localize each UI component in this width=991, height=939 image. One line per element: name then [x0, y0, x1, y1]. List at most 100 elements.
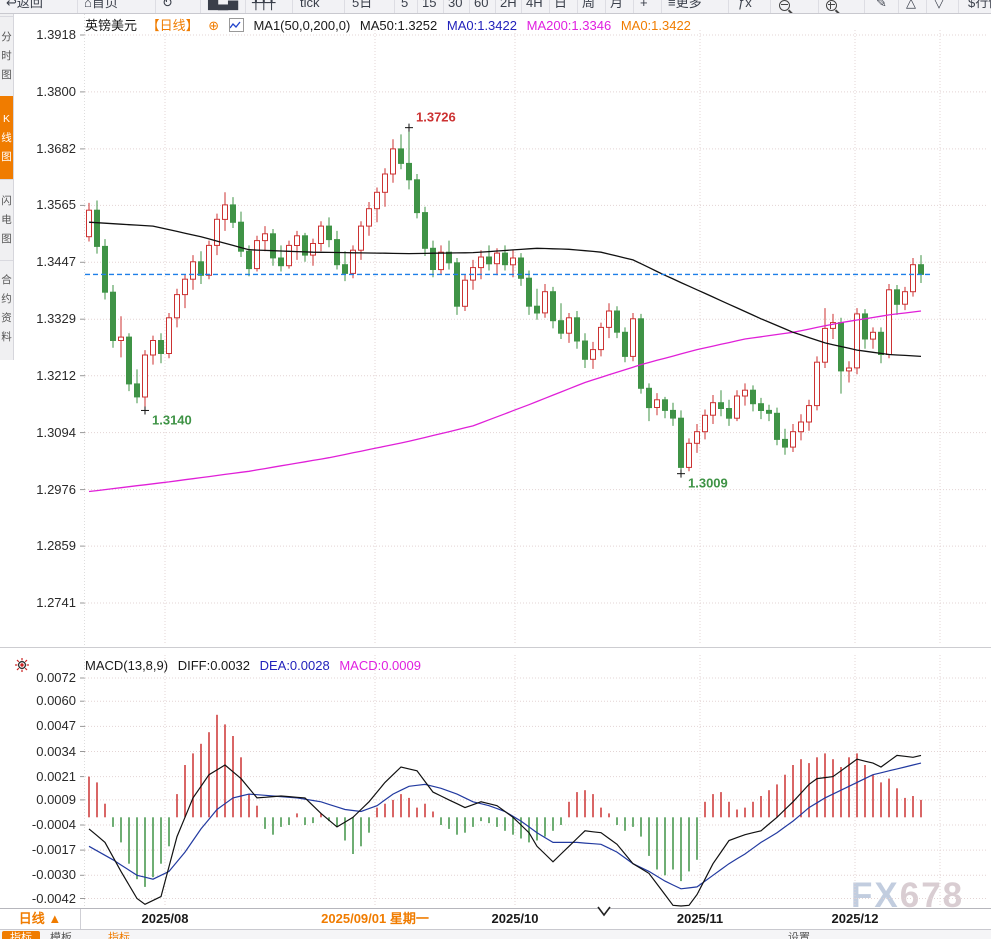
- sidebar-tab-active[interactable]: K线图: [0, 96, 13, 179]
- macd-legend: MACD(13,8,9) DIFF:0.0032 DEA:0.0028 MACD…: [85, 658, 427, 673]
- indicator-settings-icon[interactable]: [14, 657, 30, 678]
- tick-period-button[interactable]: tick: [300, 0, 320, 10]
- ma200-line: [88, 310, 922, 493]
- price-tick-label: 1.3447: [36, 254, 76, 270]
- bar-chart-type-button[interactable]: ▆▃▅: [208, 0, 238, 10]
- top-toolbar: ↩返回 ⌂首页 ↻ ▆▃▅ ╀╀╀ tick 5日 5 15 30 60 2H 4H 日 周 月 + ≡更多 ƒx ✎…: [0, 0, 991, 14]
- toolbar-separator: [864, 0, 865, 13]
- macd-tick-label: 0.0034: [36, 743, 76, 759]
- period-5m-button[interactable]: 5: [401, 0, 409, 10]
- chart-type-sidebar: 分时图 K线图 闪电图 合约资料: [0, 13, 14, 360]
- zoom-in-button[interactable]: [826, 0, 837, 13]
- period-day-button[interactable]: 日: [554, 0, 568, 10]
- period-title: 【日线】: [146, 18, 199, 33]
- diff-line: [88, 754, 922, 907]
- toolbar-separator: [728, 0, 729, 13]
- macd-tick-label: 0.0060: [36, 693, 76, 709]
- toolbar-separator: [155, 0, 156, 13]
- ma0-blue-value: MA0:1.3422: [446, 18, 517, 33]
- macd-tick-label: 0.0021: [36, 768, 76, 784]
- refresh-button[interactable]: ↻: [162, 0, 173, 10]
- price-tick-label: 1.3918: [36, 27, 76, 42]
- time-axis-row: 日线 ▲ 2025/08 2025/09/01 星期一 2025/10 2025/11…: [0, 906, 991, 930]
- sidebar-tab-item[interactable]: 分时图: [0, 16, 13, 96]
- bottom-tab[interactable]: 指标: [108, 932, 130, 939]
- period-15m-button[interactable]: 15: [422, 0, 437, 10]
- period-5d-button[interactable]: 5日: [352, 0, 373, 10]
- price-tick-label: 1.3212: [36, 367, 76, 383]
- home-button[interactable]: ⌂首页: [84, 0, 118, 10]
- period-30m-button[interactable]: 30: [448, 0, 463, 10]
- mini-chart-icon[interactable]: [228, 18, 244, 32]
- toolbar-separator: [605, 0, 606, 13]
- back-button[interactable]: ↩返回: [6, 0, 43, 10]
- date-label: 2025/08: [141, 911, 189, 926]
- toolbar-separator: [958, 0, 959, 13]
- add-period-button[interactable]: +: [640, 0, 648, 10]
- toolbar-separator: [344, 0, 345, 13]
- price-tick-label: 1.2741: [36, 595, 76, 610]
- expand-icon[interactable]: ⊕: [208, 18, 220, 33]
- svg-text:1.3009: 1.3009: [688, 476, 728, 491]
- svg-text:1.3140: 1.3140: [152, 412, 192, 427]
- macd-tick-label: -0.0017: [31, 842, 76, 858]
- toolbar-separator: [818, 0, 819, 13]
- period-60m-button[interactable]: 60: [474, 0, 489, 10]
- more-menu-button[interactable]: ≡更多: [668, 0, 702, 10]
- annotations: 1.3726 1.3140 1.3009: [141, 110, 728, 491]
- macd-tick-label: -0.0004: [31, 817, 76, 832]
- date-label: 2025/10: [491, 911, 539, 926]
- toolbar-separator: [577, 0, 578, 13]
- macd-histogram: [88, 714, 922, 887]
- toolbar-separator: [549, 0, 550, 13]
- ohlc-chart-type-button[interactable]: ╀╀╀: [252, 0, 276, 10]
- bottom-tab[interactable]: 模板: [50, 932, 72, 939]
- toolbar-separator: [417, 0, 418, 13]
- triangle-up-button[interactable]: △: [906, 0, 916, 10]
- toolbar-separator: [495, 0, 496, 13]
- sidebar-tab-item[interactable]: 闪电图: [0, 179, 13, 260]
- sidebar-tab-item[interactable]: 合约资料: [0, 260, 13, 356]
- toolbar-separator: [898, 0, 899, 13]
- toolbar-separator: [443, 0, 444, 13]
- candles-layer: [86, 127, 924, 474]
- toolbar-separator: [245, 0, 246, 13]
- period-4h-button[interactable]: 4H: [526, 0, 543, 10]
- macd-tick-label: -0.0030: [31, 867, 76, 883]
- price-alert-button[interactable]: $行情: [968, 0, 991, 10]
- bottom-tab[interactable]: 设置: [788, 932, 810, 939]
- period-selector[interactable]: 日线 ▲: [0, 909, 81, 929]
- gridlines: [80, 30, 986, 905]
- toolbar-separator: [521, 0, 522, 13]
- indicator-fx-button[interactable]: ƒx: [738, 0, 752, 10]
- triangle-down-button[interactable]: ▽: [934, 0, 944, 13]
- date-label: 2025/12: [831, 911, 879, 926]
- toolbar-separator: [200, 0, 201, 13]
- bottom-tab[interactable]: 指标: [2, 931, 40, 939]
- ma-config-label: MA1(50,0,200,0): [253, 18, 351, 33]
- toolbar-separator: [292, 0, 293, 13]
- toolbar-separator: [661, 0, 662, 13]
- ma50-value: MA50:1.3252: [359, 18, 438, 33]
- toolbar-separator: [633, 0, 634, 13]
- draw-button[interactable]: ✎: [876, 0, 887, 10]
- period-2h-button[interactable]: 2H: [500, 0, 517, 10]
- toolbar-separator: [926, 0, 927, 13]
- price-tick-label: 1.3800: [36, 83, 76, 99]
- macd-tick-label: 0.0009: [36, 791, 76, 807]
- macd-tick-label: 0.0047: [36, 718, 76, 734]
- symbol-title: 英镑美元: [85, 18, 138, 33]
- date-label: 2025/09/01 星期一: [321, 911, 429, 926]
- mag-plus-icon: [826, 0, 837, 11]
- ma200-value: MA200:1.3346: [526, 18, 612, 33]
- zoom-out-button[interactable]: [779, 0, 790, 13]
- date-label: 2025/11: [676, 911, 724, 926]
- period-week-button[interactable]: 周: [582, 0, 596, 10]
- macd-title: MACD(13,8,9): [85, 658, 169, 673]
- price-tick-label: 1.3094: [36, 424, 76, 440]
- toolbar-separator: [77, 0, 78, 13]
- bottom-tab-strip: 指标 模板 指标 设置: [0, 929, 991, 939]
- period-month-button[interactable]: 月: [610, 0, 624, 10]
